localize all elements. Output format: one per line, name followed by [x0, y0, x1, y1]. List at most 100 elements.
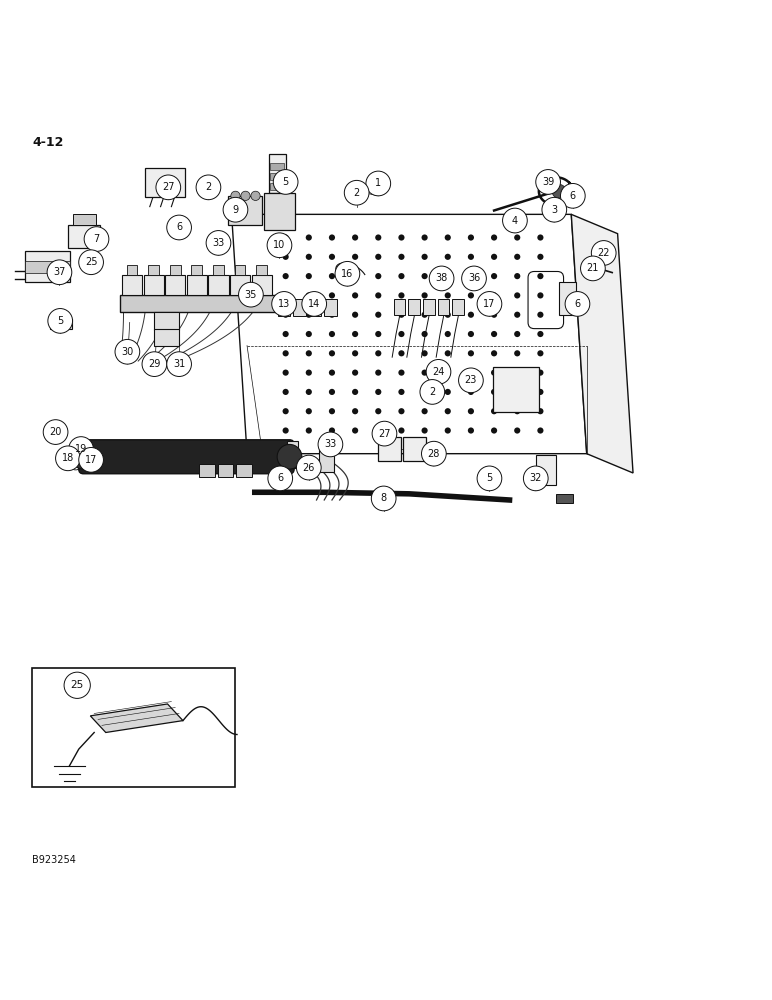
Circle shape: [375, 370, 381, 376]
FancyBboxPatch shape: [252, 275, 272, 295]
FancyBboxPatch shape: [25, 261, 70, 273]
FancyBboxPatch shape: [122, 275, 142, 295]
FancyBboxPatch shape: [378, 437, 401, 461]
Circle shape: [283, 408, 289, 414]
Circle shape: [422, 273, 428, 279]
FancyBboxPatch shape: [165, 275, 185, 295]
Circle shape: [283, 331, 289, 337]
Circle shape: [468, 292, 474, 299]
Circle shape: [206, 231, 231, 255]
Circle shape: [514, 389, 520, 395]
FancyBboxPatch shape: [287, 441, 298, 468]
Circle shape: [468, 254, 474, 260]
FancyBboxPatch shape: [269, 154, 286, 193]
Text: 36: 36: [468, 273, 480, 283]
Circle shape: [169, 224, 178, 233]
Circle shape: [142, 352, 167, 376]
Circle shape: [445, 312, 451, 318]
Circle shape: [231, 191, 240, 200]
Circle shape: [283, 292, 289, 299]
Text: 33: 33: [324, 439, 337, 449]
Circle shape: [329, 292, 335, 299]
Circle shape: [306, 273, 312, 279]
Text: 37: 37: [53, 267, 66, 277]
Circle shape: [375, 292, 381, 299]
FancyBboxPatch shape: [154, 329, 179, 346]
Circle shape: [422, 427, 428, 434]
Circle shape: [211, 240, 218, 248]
Text: 28: 28: [428, 449, 440, 459]
Circle shape: [352, 254, 358, 260]
FancyBboxPatch shape: [218, 464, 233, 477]
Text: 7: 7: [93, 234, 100, 244]
Circle shape: [375, 350, 381, 356]
Circle shape: [329, 350, 335, 356]
Circle shape: [398, 234, 405, 241]
Circle shape: [283, 370, 289, 376]
FancyBboxPatch shape: [145, 168, 185, 197]
Circle shape: [420, 380, 445, 404]
Text: 29: 29: [148, 359, 161, 369]
Circle shape: [251, 191, 260, 200]
FancyBboxPatch shape: [199, 464, 215, 477]
Circle shape: [422, 292, 428, 299]
Circle shape: [241, 191, 250, 200]
Circle shape: [352, 370, 358, 376]
Circle shape: [491, 312, 497, 318]
FancyBboxPatch shape: [270, 183, 284, 190]
Circle shape: [115, 339, 140, 364]
Circle shape: [375, 427, 381, 434]
Circle shape: [306, 370, 312, 376]
Text: 4: 4: [512, 216, 518, 226]
Circle shape: [514, 292, 520, 299]
Circle shape: [537, 254, 543, 260]
Circle shape: [267, 233, 292, 258]
Circle shape: [223, 197, 248, 222]
Circle shape: [422, 254, 428, 260]
Text: 5: 5: [57, 316, 63, 326]
FancyBboxPatch shape: [191, 265, 202, 275]
Circle shape: [296, 455, 321, 480]
Circle shape: [537, 331, 543, 337]
Circle shape: [352, 331, 358, 337]
Circle shape: [429, 266, 454, 291]
Text: 23: 23: [465, 375, 477, 385]
Circle shape: [306, 350, 312, 356]
Text: 22: 22: [598, 248, 610, 258]
Circle shape: [398, 273, 405, 279]
Circle shape: [352, 273, 358, 279]
Circle shape: [503, 208, 527, 233]
Text: 5: 5: [486, 473, 493, 483]
FancyBboxPatch shape: [403, 437, 426, 461]
Circle shape: [283, 254, 289, 260]
Circle shape: [398, 408, 405, 414]
Circle shape: [565, 292, 590, 316]
Circle shape: [375, 312, 381, 318]
FancyBboxPatch shape: [270, 163, 284, 170]
FancyBboxPatch shape: [536, 455, 556, 485]
Circle shape: [196, 175, 221, 200]
Text: 16: 16: [341, 269, 354, 279]
Circle shape: [398, 331, 405, 337]
Text: 2: 2: [429, 387, 435, 397]
Circle shape: [491, 370, 497, 376]
Text: 21: 21: [587, 263, 599, 273]
Circle shape: [306, 389, 312, 395]
Circle shape: [239, 282, 263, 307]
FancyBboxPatch shape: [32, 668, 235, 787]
Circle shape: [371, 486, 396, 511]
FancyBboxPatch shape: [438, 299, 449, 315]
FancyBboxPatch shape: [208, 275, 229, 295]
FancyBboxPatch shape: [423, 299, 435, 315]
Circle shape: [514, 427, 520, 434]
Circle shape: [514, 234, 520, 241]
FancyBboxPatch shape: [556, 494, 573, 503]
Circle shape: [335, 261, 360, 286]
FancyBboxPatch shape: [228, 196, 262, 225]
Circle shape: [445, 292, 451, 299]
Text: 30: 30: [121, 347, 134, 357]
Circle shape: [514, 331, 520, 337]
Text: 27: 27: [162, 182, 174, 192]
Circle shape: [283, 273, 289, 279]
Circle shape: [537, 273, 543, 279]
